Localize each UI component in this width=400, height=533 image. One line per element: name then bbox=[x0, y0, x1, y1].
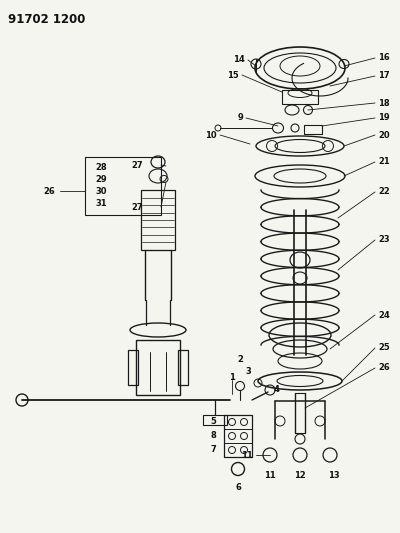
Bar bbox=[203, 415, 227, 425]
Text: 28: 28 bbox=[95, 163, 107, 172]
Text: 7: 7 bbox=[210, 446, 216, 455]
Text: 29: 29 bbox=[95, 174, 107, 183]
Text: 31: 31 bbox=[95, 198, 107, 207]
Text: 24: 24 bbox=[378, 311, 390, 319]
Bar bbox=[128, 350, 138, 385]
Text: 23: 23 bbox=[378, 236, 390, 245]
Text: 15: 15 bbox=[227, 70, 239, 79]
Text: 11: 11 bbox=[264, 471, 276, 480]
Text: 12: 12 bbox=[294, 471, 306, 480]
Text: 8: 8 bbox=[210, 432, 216, 440]
Text: 17: 17 bbox=[378, 71, 390, 80]
Text: 10: 10 bbox=[205, 131, 217, 140]
Bar bbox=[136, 340, 180, 395]
Text: 22: 22 bbox=[378, 188, 390, 197]
Text: 91702 1200: 91702 1200 bbox=[8, 13, 85, 26]
Text: 16: 16 bbox=[378, 53, 390, 62]
Text: 13: 13 bbox=[328, 471, 340, 480]
Text: 19: 19 bbox=[378, 114, 390, 123]
Text: 27: 27 bbox=[131, 160, 143, 169]
Bar bbox=[224, 415, 252, 457]
Text: 26: 26 bbox=[378, 364, 390, 373]
Text: 25: 25 bbox=[378, 343, 390, 352]
Text: 1: 1 bbox=[229, 373, 235, 382]
Text: 30: 30 bbox=[95, 187, 106, 196]
Bar bbox=[85, 157, 161, 215]
Bar bbox=[304, 125, 322, 134]
Text: 9: 9 bbox=[237, 114, 243, 123]
Text: 27: 27 bbox=[131, 203, 143, 212]
Text: 11: 11 bbox=[241, 450, 253, 459]
Text: 4: 4 bbox=[274, 385, 280, 394]
Text: 6: 6 bbox=[235, 482, 241, 491]
Bar bbox=[282, 90, 318, 104]
Text: 2: 2 bbox=[237, 356, 243, 365]
Text: 18: 18 bbox=[378, 99, 390, 108]
Text: 3: 3 bbox=[245, 367, 251, 376]
Bar bbox=[141, 190, 175, 250]
Text: 5: 5 bbox=[210, 417, 216, 426]
Bar bbox=[178, 350, 188, 385]
Text: 21: 21 bbox=[378, 157, 390, 166]
Text: 26: 26 bbox=[43, 187, 55, 196]
Text: 20: 20 bbox=[378, 131, 390, 140]
Text: 14: 14 bbox=[233, 55, 245, 64]
